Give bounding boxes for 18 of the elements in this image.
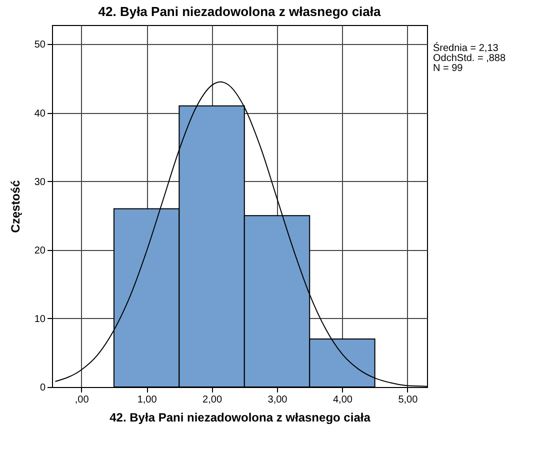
x-tick-label: 5,00 bbox=[398, 394, 418, 406]
y-tick-label: 50 bbox=[34, 40, 46, 51]
x-tick-label: 3,00 bbox=[268, 394, 288, 406]
x-tick-label: 4,00 bbox=[332, 394, 353, 406]
text: Średnia = 2,13 bbox=[433, 42, 499, 54]
y-tick-label: 30 bbox=[34, 176, 46, 188]
y-tick-label: 20 bbox=[34, 245, 46, 256]
x-tick-label: 2,00 bbox=[202, 394, 222, 406]
chart-title: 42. Była Pani niezadowolona z własnego ciała bbox=[98, 4, 382, 19]
y-tick-label: 0 bbox=[40, 382, 46, 394]
y-tick-label: 10 bbox=[34, 314, 46, 325]
x-tick-label: ,00 bbox=[74, 394, 90, 406]
text: OdchStd. = ,888 bbox=[433, 53, 506, 64]
y-tick-label: 40 bbox=[34, 108, 46, 120]
x-axis-title: 42. Była Pani niezadowolona z własnego ciała bbox=[110, 410, 371, 424]
x-tick-label: 1,00 bbox=[137, 394, 158, 406]
y-axis-title: Częstość bbox=[8, 180, 22, 233]
text: N = 99 bbox=[433, 63, 464, 74]
